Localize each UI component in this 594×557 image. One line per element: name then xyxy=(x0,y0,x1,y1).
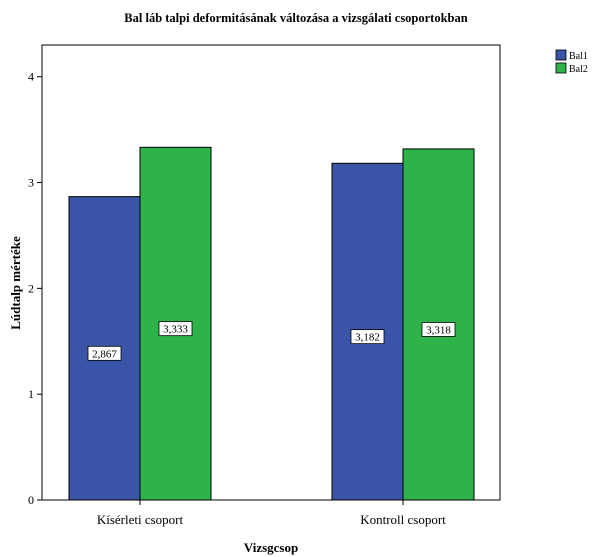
y-tick-label: 1 xyxy=(28,387,34,401)
data-label-box xyxy=(421,322,456,337)
x-axis-label: Vizsgcsop xyxy=(244,540,298,555)
data-label-box xyxy=(87,345,122,361)
data-label: 3,333 xyxy=(163,324,188,336)
y-tick-label: 3 xyxy=(28,176,34,190)
y-tick-label: 0 xyxy=(28,493,34,507)
bars-group: 2,867 3,333 3,182 3,318 xyxy=(68,146,475,501)
y-axis: 0 1 2 3 4 xyxy=(28,70,42,507)
data-label: 2,867 xyxy=(92,348,117,360)
y-tick-label: 4 xyxy=(28,70,34,84)
x-tick-label: Kontroll csoport xyxy=(360,512,446,527)
y-tick-label: 2 xyxy=(28,281,34,295)
x-axis: Kísérleti csoport Kontroll csoport xyxy=(97,500,446,527)
legend-label: Bal2 xyxy=(569,64,588,75)
data-label: 3,318 xyxy=(426,324,451,336)
data-label: 3,182 xyxy=(355,332,380,344)
data-label-box xyxy=(158,321,193,337)
chart-title: Bal láb talpi deformitásának változása a… xyxy=(124,11,467,25)
legend: Bal1 Bal2 xyxy=(555,49,588,75)
legend-swatch xyxy=(555,49,567,61)
data-label-box xyxy=(350,329,385,345)
legend-label: Bal1 xyxy=(569,51,588,62)
x-tick-label: Kísérleti csoport xyxy=(97,512,184,527)
legend-swatch xyxy=(555,62,567,74)
plot-area xyxy=(41,44,501,501)
y-axis-label: Lúdtalp mértéke xyxy=(8,236,23,330)
